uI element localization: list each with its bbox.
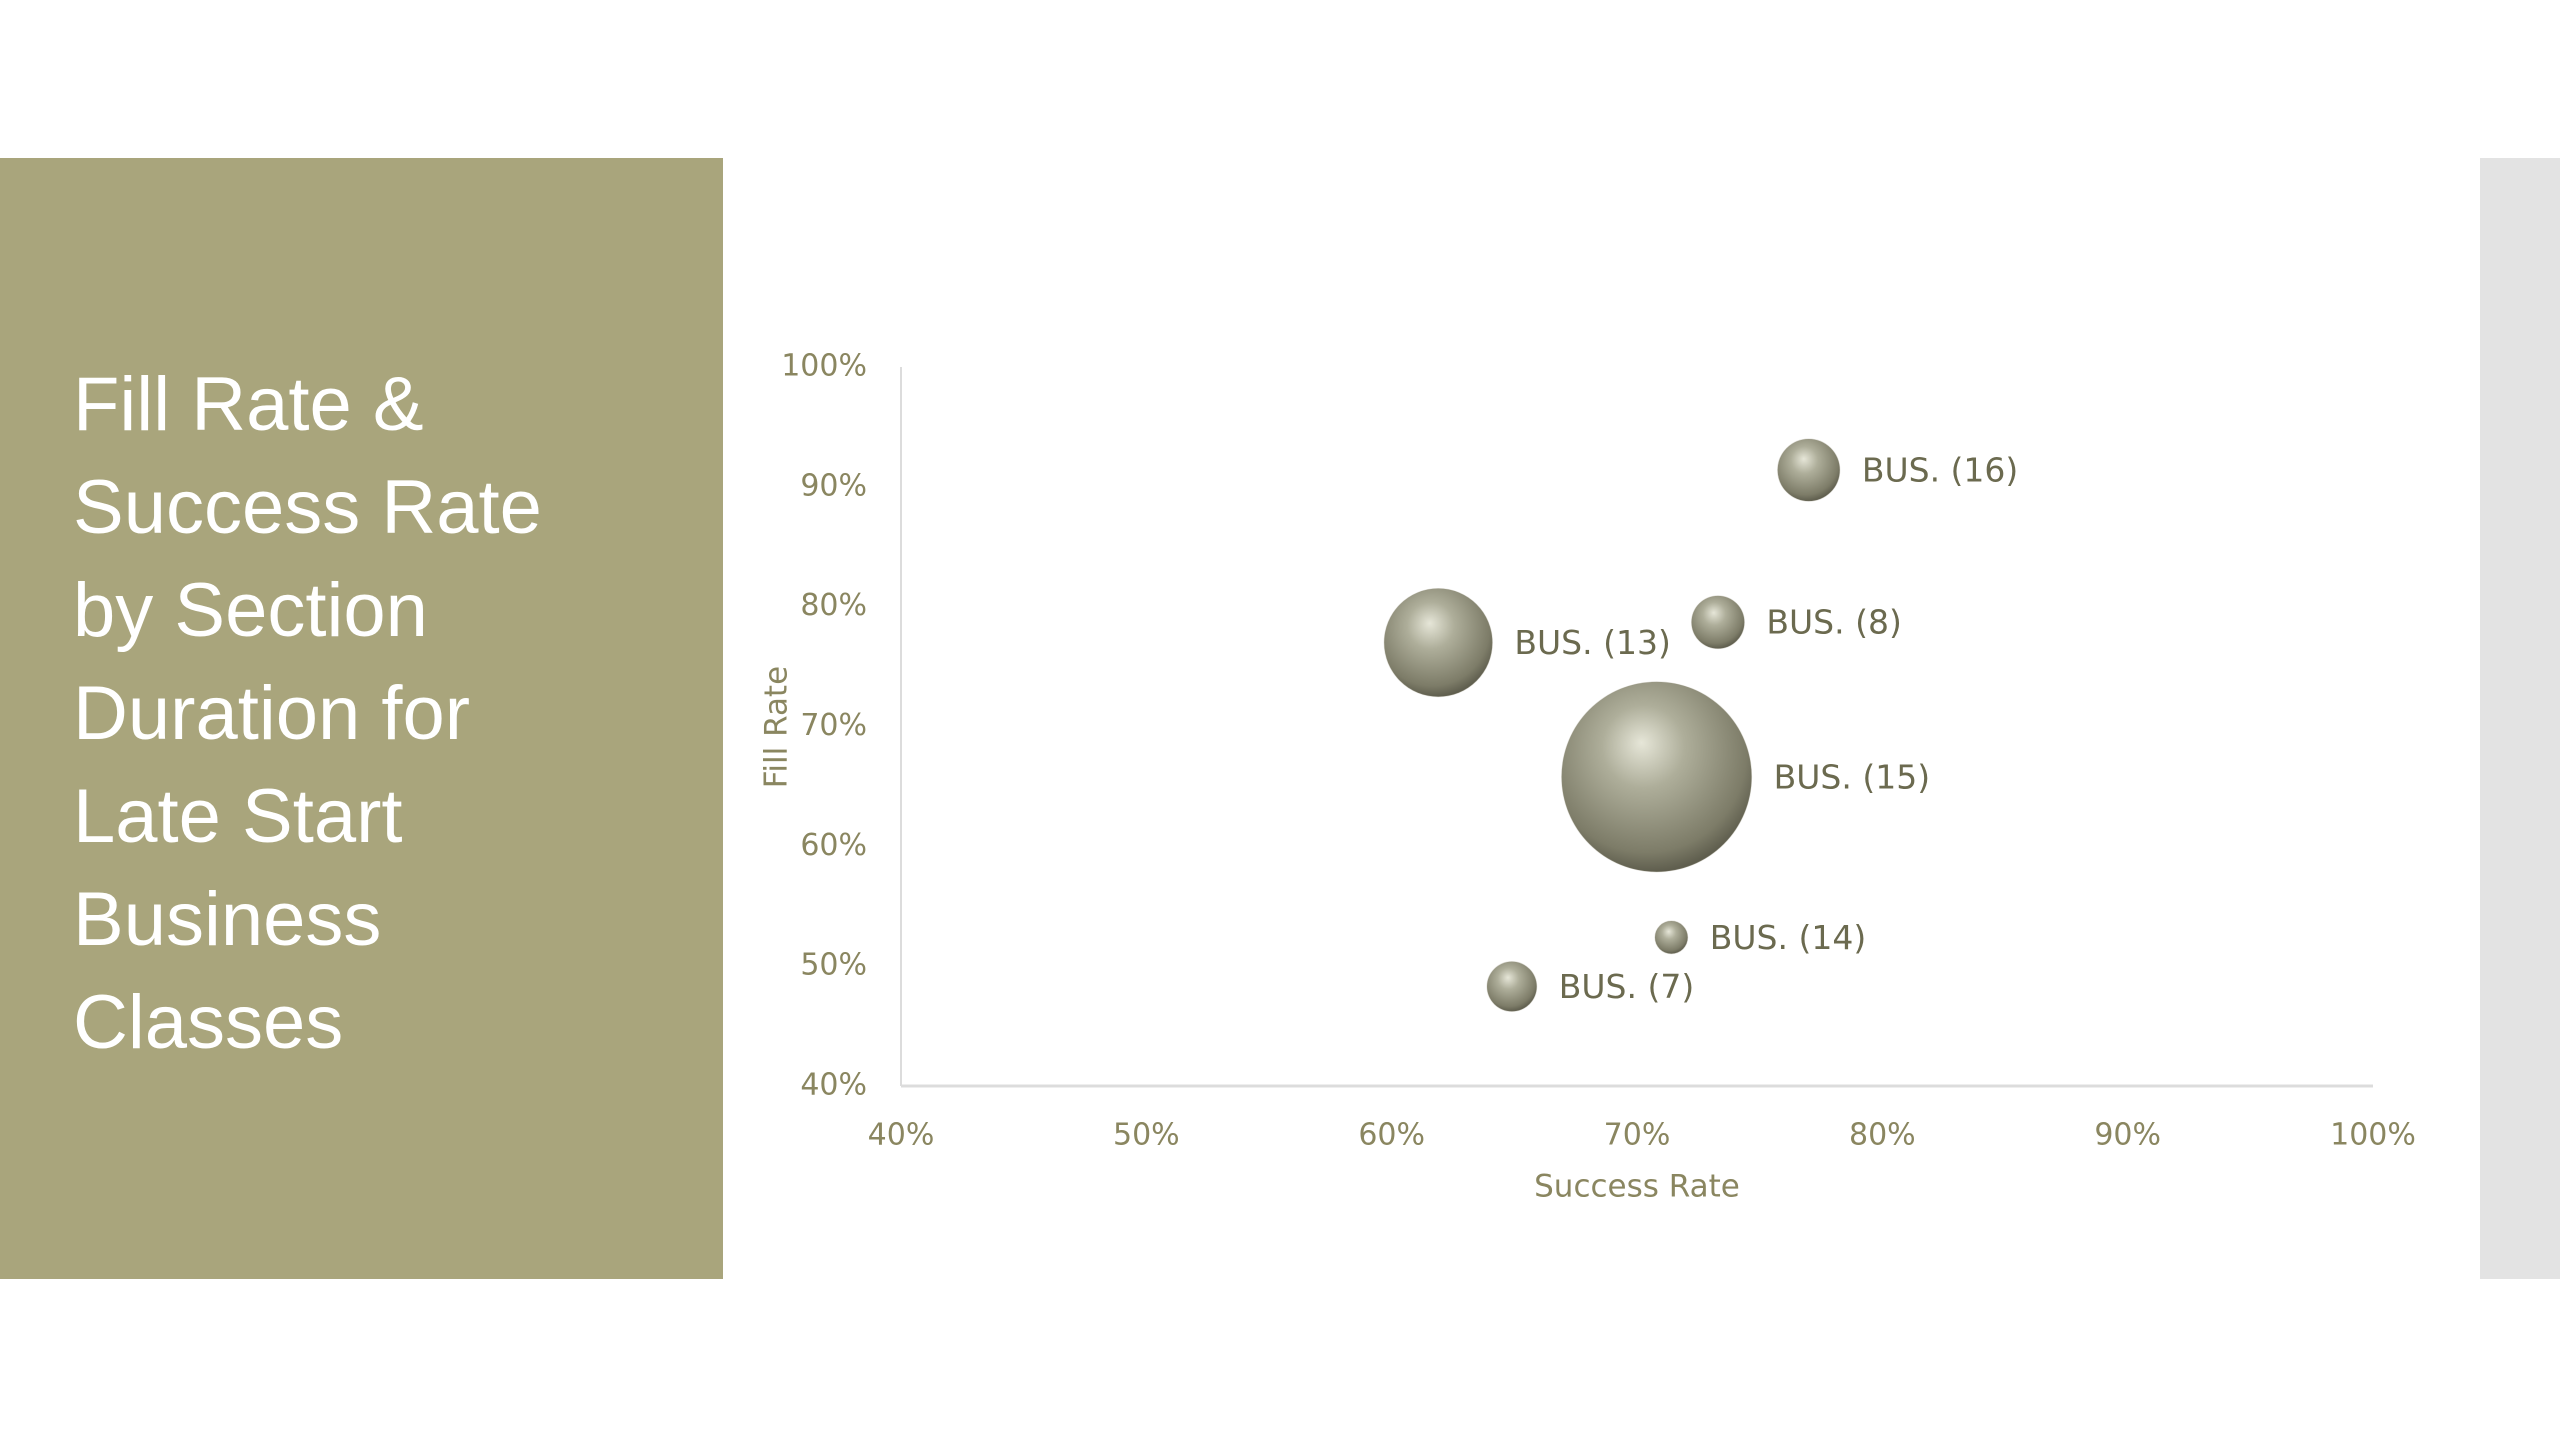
y-axis-title: Fill Rate bbox=[759, 666, 795, 788]
x-tick-label: 90% bbox=[2094, 1118, 2161, 1153]
bubble bbox=[1383, 588, 1493, 698]
y-tick-label: 100% bbox=[781, 349, 867, 384]
data-label: BUS. (13) bbox=[1514, 623, 1670, 662]
bubble bbox=[1777, 438, 1841, 502]
bubble bbox=[1691, 595, 1745, 650]
x-tick-label: 80% bbox=[1849, 1118, 1916, 1153]
x-tick-label: 50% bbox=[1113, 1118, 1180, 1153]
bubble bbox=[1486, 961, 1538, 1012]
data-label: BUS. (16) bbox=[1862, 451, 2018, 490]
data-label: BUS. (15) bbox=[1774, 757, 1930, 796]
title-panel: Fill Rate & Success Rate by Section Dura… bbox=[0, 158, 723, 1279]
y-tick-label: 80% bbox=[800, 588, 867, 623]
data-label: BUS. (8) bbox=[1766, 603, 1901, 642]
bubble bbox=[1561, 681, 1753, 873]
x-tick-label: 40% bbox=[868, 1118, 935, 1153]
data-label: BUS. (7) bbox=[1559, 967, 1694, 1006]
x-tick-label: 60% bbox=[1358, 1118, 1425, 1153]
side-strip bbox=[2480, 158, 2560, 1279]
data-label: BUS. (14) bbox=[1710, 918, 1866, 957]
x-tick-label: 100% bbox=[2330, 1118, 2416, 1153]
y-tick-label: 70% bbox=[800, 708, 867, 743]
bubble bbox=[1654, 920, 1689, 955]
y-tick-label: 90% bbox=[800, 468, 867, 503]
chart-title: Fill Rate & Success Rate by Section Dura… bbox=[73, 362, 542, 1065]
y-tick-label: 60% bbox=[800, 828, 867, 863]
y-tick-label: 40% bbox=[800, 1068, 867, 1103]
x-tick-label: 70% bbox=[1604, 1118, 1671, 1153]
y-tick-label: 50% bbox=[800, 948, 867, 983]
x-axis-title: Success Rate bbox=[1534, 1169, 1740, 1205]
